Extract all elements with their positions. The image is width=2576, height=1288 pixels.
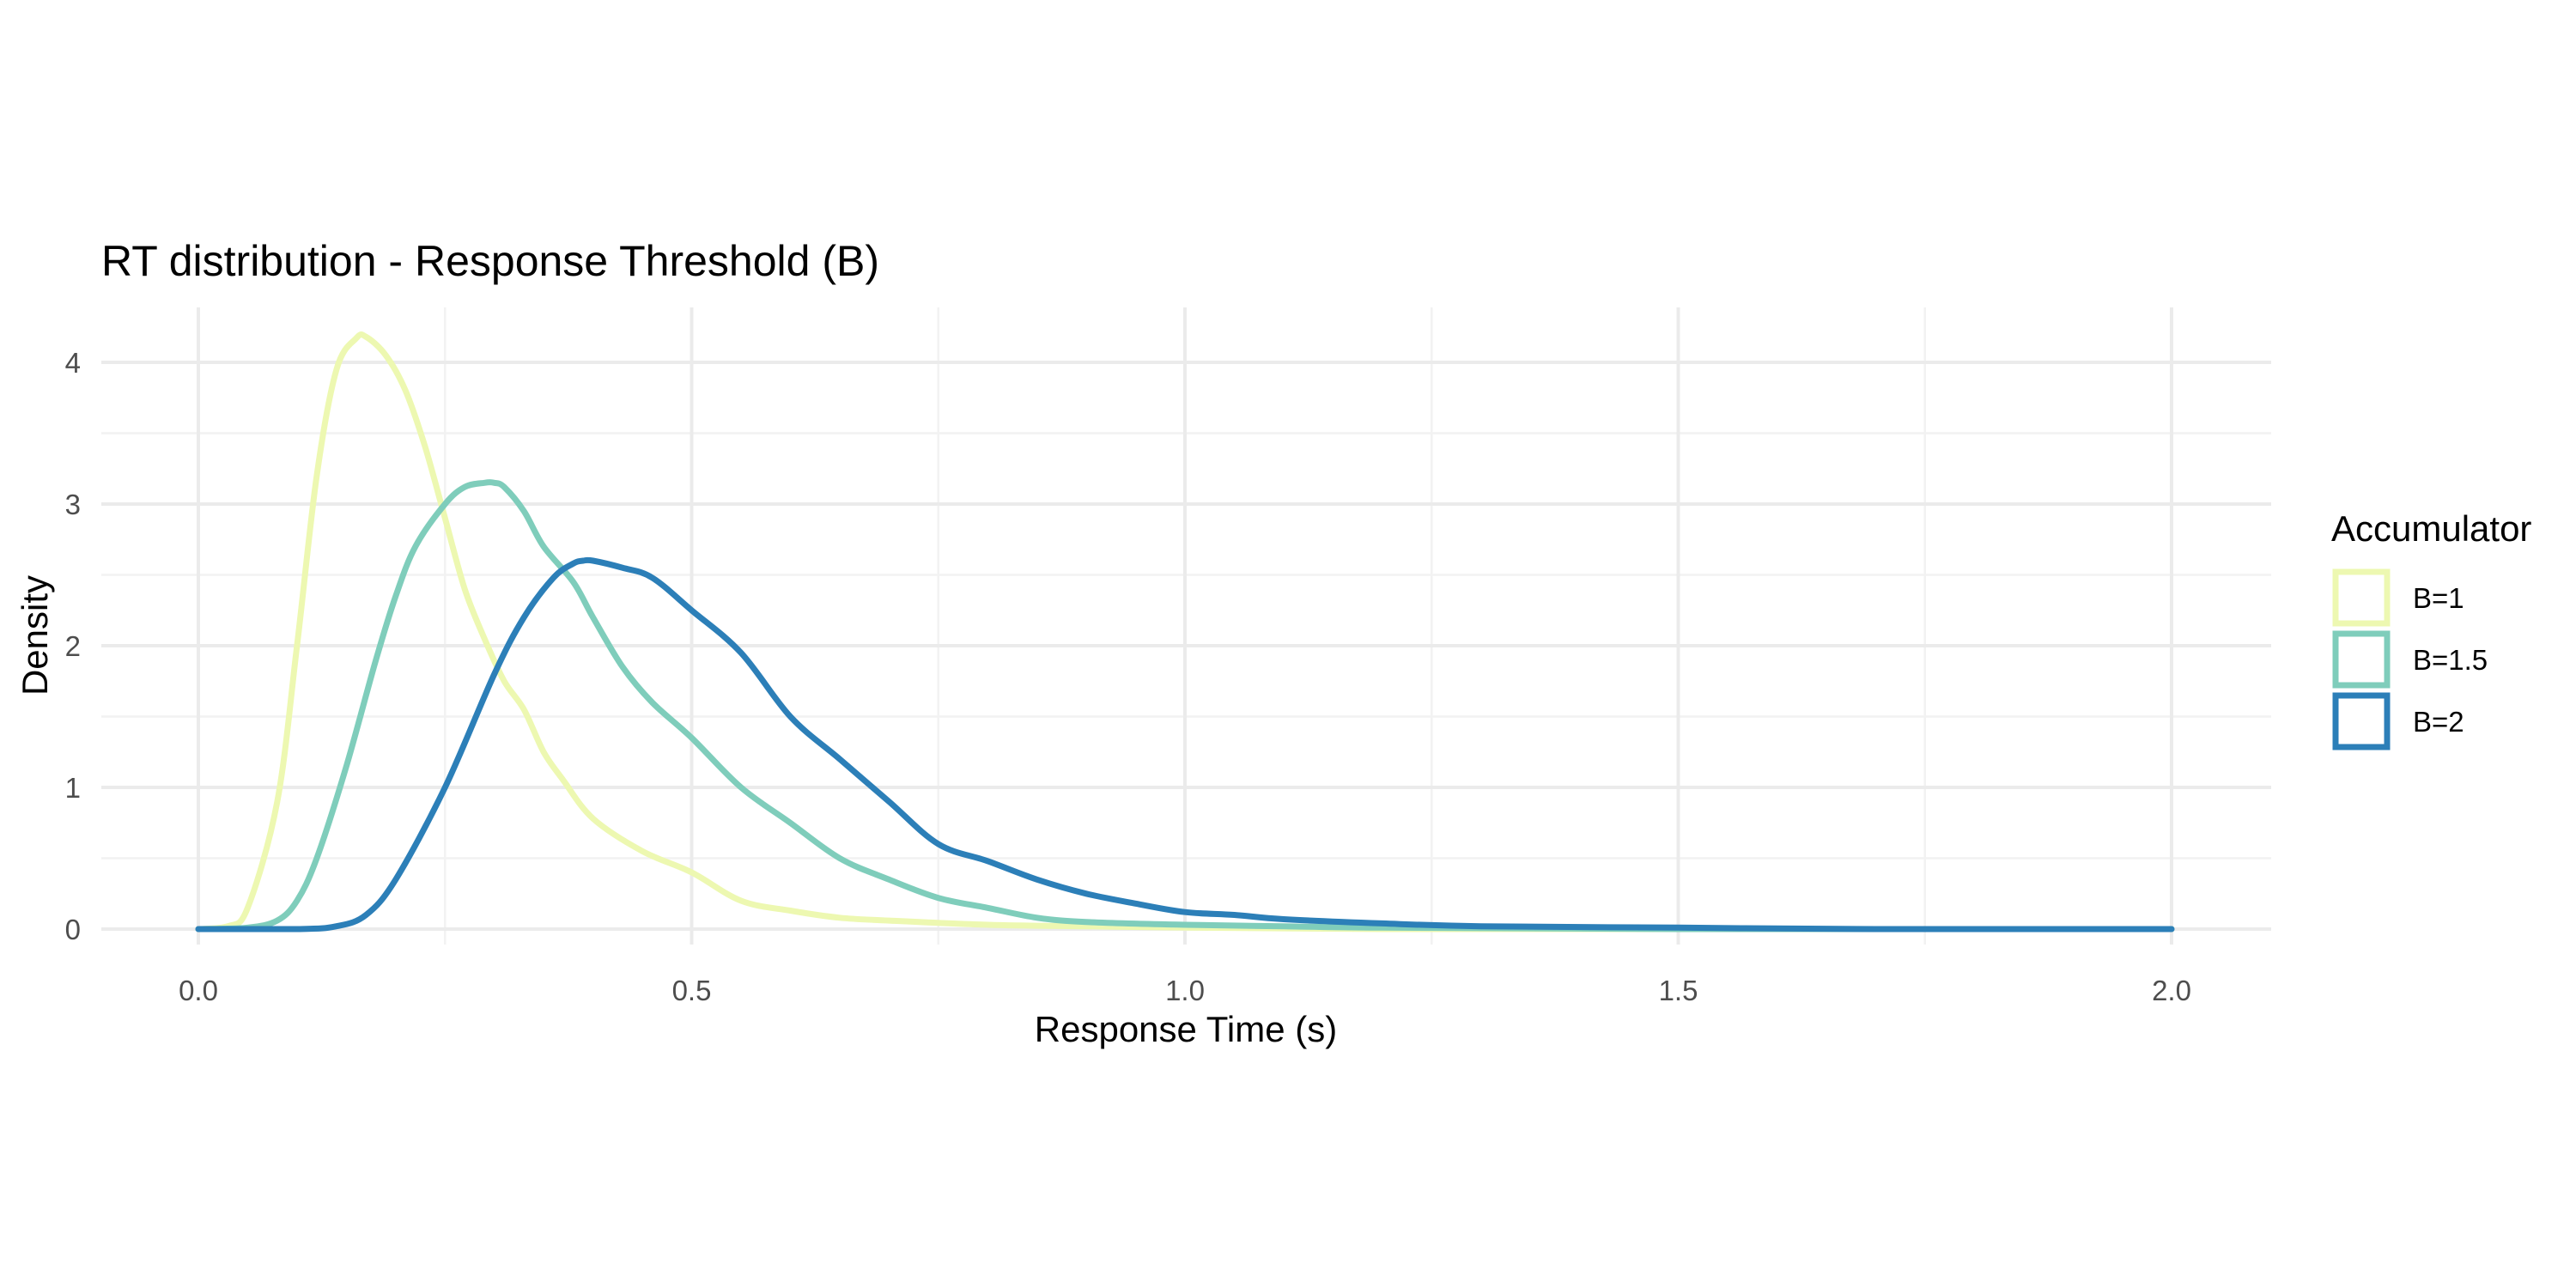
- legend-key-3: [2332, 692, 2391, 750]
- y-tick-label: 0: [65, 914, 81, 945]
- plot-lines: [195, 331, 2175, 933]
- x-tick-label: 1.0: [1165, 975, 1205, 1006]
- legend-label-3: B=2: [2413, 706, 2464, 738]
- y-axis-title: Density: [15, 575, 55, 696]
- x-tick-label: 0.0: [179, 975, 218, 1006]
- x-tick-label: 0.5: [672, 975, 712, 1006]
- y-tick-label: 3: [65, 489, 81, 520]
- legend-title: Accumulator: [2331, 508, 2531, 549]
- x-tick-label: 1.5: [1659, 975, 1698, 1006]
- legend-key-1: [2332, 568, 2391, 627]
- chart-title: RT distribution - Response Threshold (B): [101, 237, 879, 285]
- legend: Accumulator B=1 B=1.5 B=2: [2331, 508, 2531, 750]
- y-axis-ticks: 0 1 2 3 4: [65, 347, 81, 945]
- legend-label-1: B=1: [2413, 582, 2464, 614]
- legend-key-2: [2332, 630, 2391, 689]
- x-axis-ticks: 0.0 0.5 1.0 1.5 2.0: [179, 975, 2191, 1006]
- x-tick-label: 2.0: [2152, 975, 2191, 1006]
- legend-label-2: B=1.5: [2413, 644, 2488, 676]
- y-tick-label: 4: [65, 347, 81, 379]
- series-line-2: [195, 479, 2175, 933]
- y-tick-label: 1: [65, 772, 81, 804]
- series-line-3: [195, 556, 2175, 933]
- y-tick-label: 2: [65, 630, 81, 662]
- grid: [101, 307, 2271, 945]
- x-axis-title: Response Time (s): [1035, 1009, 1337, 1049]
